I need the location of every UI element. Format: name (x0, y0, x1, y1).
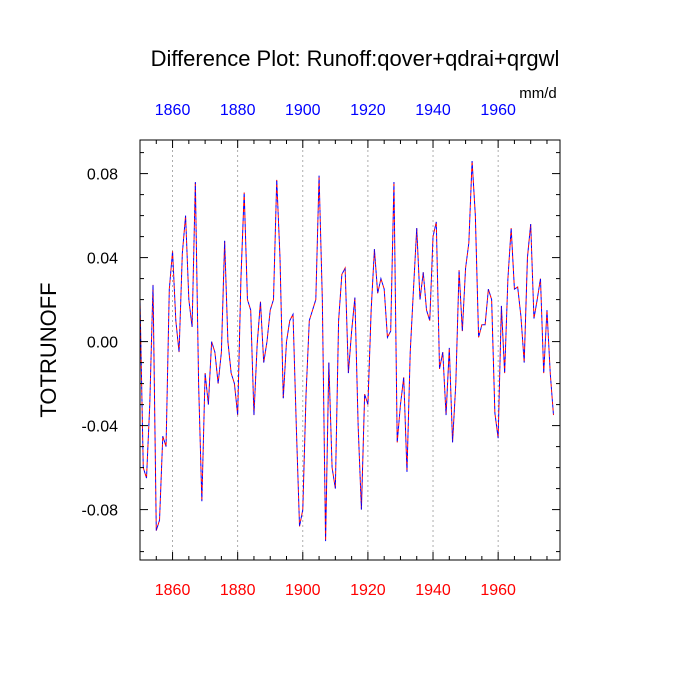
plot-frame (139, 139, 561, 561)
units-label: mm/d (519, 85, 557, 102)
y-tick-label: -0.04 (82, 419, 119, 436)
y-axis-label: TOTRUNOFF (36, 282, 61, 417)
series-layer (140, 160, 554, 542)
x-tick-label-top: 1920 (350, 102, 386, 119)
series-line-blue (140, 160, 554, 542)
y-tick-label: 0.04 (87, 251, 118, 268)
x-tick-label-bottom: 1860 (155, 582, 191, 599)
x-tick-label-bottom: 1940 (415, 582, 451, 599)
x-tick-label-bottom: 1900 (285, 582, 321, 599)
x-tick-label-top: 1900 (285, 102, 321, 119)
y-tick-label: 0.08 (87, 167, 118, 184)
x-tick-label-top: 1880 (220, 102, 256, 119)
x-tick-label-bottom: 1920 (350, 582, 386, 599)
x-tick-label-bottom: 1960 (480, 582, 516, 599)
x-tick-label-top: 1960 (480, 102, 516, 119)
chart-title: Difference Plot: Runoff:qover+qdrai+qrgw… (151, 46, 560, 71)
grid-lines (172, 140, 499, 560)
tick-labels: 0.08 0.04 0.00 -0.04 -0.08 1860 1860 1880 1880 19… (82, 102, 517, 599)
y-tick-label: -0.08 (82, 503, 119, 520)
x-tick-label-top: 1940 (415, 102, 451, 119)
y-tick-label: 0.00 (87, 335, 118, 352)
series-line-red (140, 160, 554, 542)
axes (139, 139, 561, 561)
x-tick-label-bottom: 1880 (220, 582, 256, 599)
x-tick-label-top: 1860 (155, 102, 191, 119)
